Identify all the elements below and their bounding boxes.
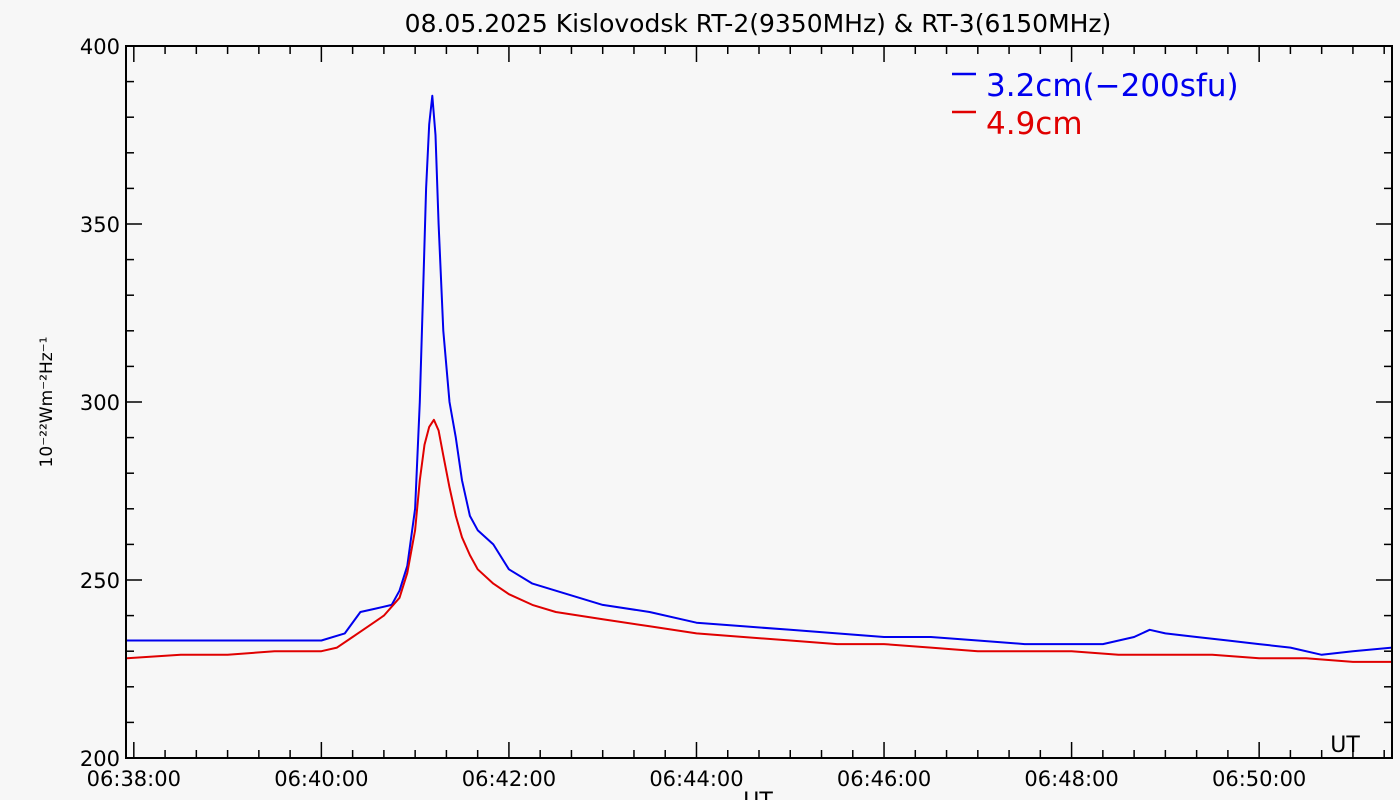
- y-axis-label: 10⁻²²Wm⁻²Hz⁻¹: [37, 337, 57, 468]
- axis-ticks: [126, 45, 1392, 759]
- legend: 3.2cm(−200sfu)4.9cm: [952, 68, 1239, 142]
- y-tick-label: 350: [80, 213, 120, 237]
- y-tick-label: 200: [80, 747, 120, 771]
- series-line-2: [126, 418, 1392, 663]
- chart-title: 08.05.2025 Kislovodsk RT-2(9350MHz) & RT…: [405, 9, 1112, 38]
- x-axis-label: UT: [743, 789, 773, 800]
- x-tick-label: 06:48:00: [1024, 767, 1118, 791]
- y-tick-label: 250: [80, 569, 120, 593]
- tick-labels: 200 250 300 350 400 06:38:00 06:40:00 06:42:00 0…: [80, 35, 1306, 791]
- x-tick-label: 06:42:00: [462, 767, 556, 791]
- legend-label-1: 3.2cm(−200sfu): [986, 68, 1239, 104]
- y-tick-label: 400: [80, 35, 120, 59]
- x-tick-label: 06:44:00: [649, 767, 743, 791]
- corner-ut-label: UT: [1330, 733, 1360, 758]
- legend-label-2: 4.9cm: [986, 106, 1083, 142]
- x-tick-label: 06:46:00: [837, 767, 931, 791]
- plot-frame: [125, 45, 1393, 759]
- y-tick-label: 300: [80, 391, 120, 415]
- x-tick-label: 06:38:00: [87, 767, 181, 791]
- series-layer: [126, 94, 1392, 663]
- series-line-1: [126, 94, 1392, 656]
- x-tick-label: 06:50:00: [1212, 767, 1306, 791]
- x-tick-label: 06:40:00: [274, 767, 368, 791]
